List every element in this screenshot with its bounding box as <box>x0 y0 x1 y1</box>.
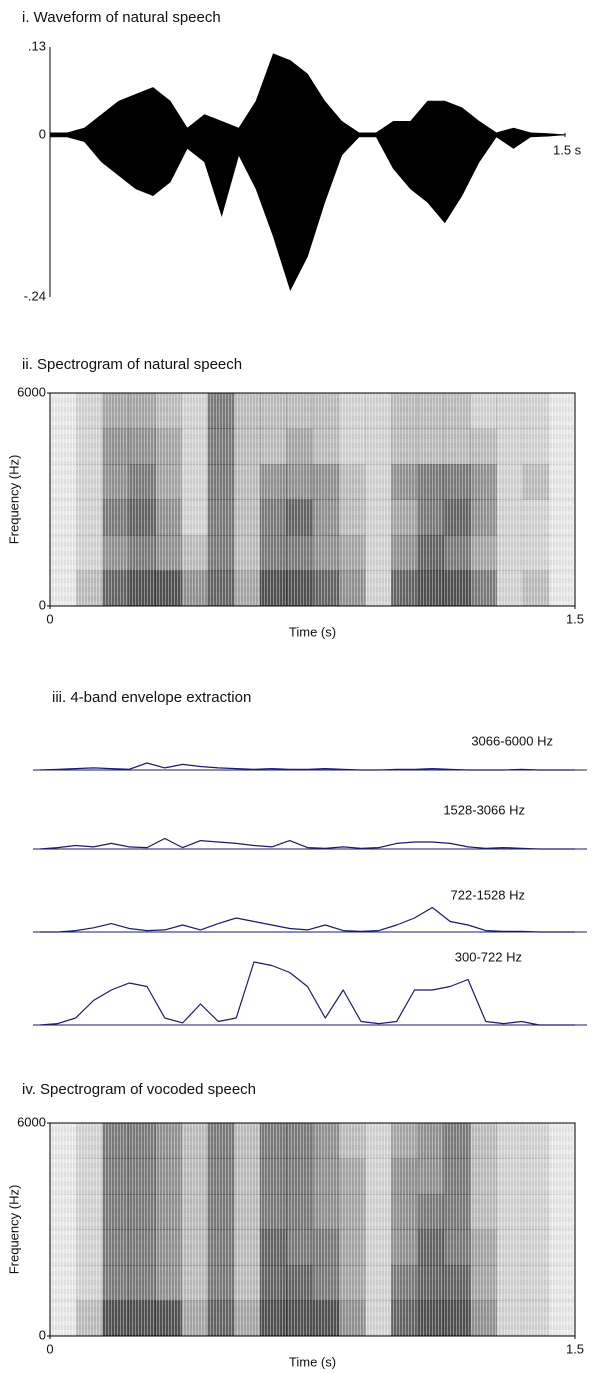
y-tick-label: .13 <box>28 38 46 53</box>
y-tick-label: -.24 <box>24 288 46 303</box>
waveform-area <box>49 134 566 291</box>
panel-title: iii. 4-band envelope extraction <box>52 689 251 706</box>
texture <box>50 1123 575 1336</box>
texture <box>50 393 575 606</box>
waveform-area <box>49 53 566 136</box>
panel-title: i. Waveform of natural speech <box>22 9 221 26</box>
band-label: 3066-6000 Hz <box>471 733 553 748</box>
panel-title: ii. Spectrogram of natural speech <box>22 356 242 373</box>
envelope-line <box>39 762 575 771</box>
plot-frame <box>49 1122 576 1337</box>
panel-title: iv. Spectrogram of vocoded speech <box>22 1081 256 1098</box>
x-tick-label: 0 <box>46 1341 53 1356</box>
band-label: 1528-3066 Hz <box>443 802 525 817</box>
envelope-line <box>40 906 575 933</box>
envelope-line <box>39 837 575 850</box>
y-tick-label: 0 <box>39 597 46 612</box>
y-tick-label: 0 <box>39 1327 46 1342</box>
x-tick-label: 1.5 s <box>553 142 582 157</box>
y-tick-label: 0 <box>39 126 46 141</box>
x-tick-label: 0 <box>46 611 53 626</box>
plot-frame <box>49 392 576 607</box>
x-tick-label: 1.5 <box>566 611 584 626</box>
y-axis-label: Frequency (Hz) <box>6 1185 21 1275</box>
band-label: 300-722 Hz <box>455 949 522 964</box>
x-axis-label: Time (s) <box>289 1354 336 1369</box>
y-tick-label: 6000 <box>17 384 46 399</box>
x-axis-label: Time (s) <box>289 624 336 639</box>
y-axis-label: Frequency (Hz) <box>6 455 21 545</box>
envelope-line <box>39 961 575 1026</box>
y-tick-label: 6000 <box>17 1114 46 1129</box>
x-tick-label: 1.5 <box>566 1341 584 1356</box>
band-label: 722-1528 Hz <box>451 887 525 902</box>
